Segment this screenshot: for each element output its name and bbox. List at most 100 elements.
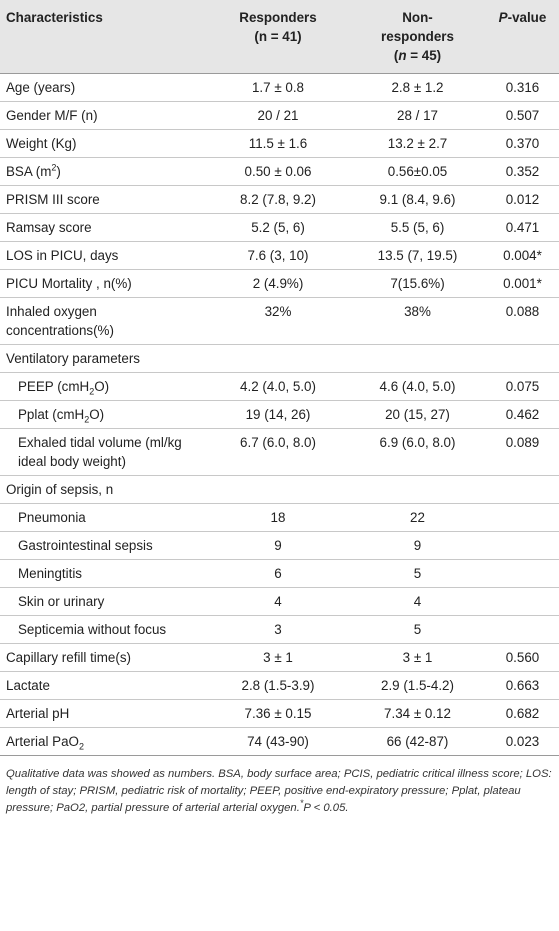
cell-nonresponders: 4.6 (4.0, 5.0)	[349, 372, 486, 401]
row-label-text: Arterial pH	[6, 706, 70, 721]
cell-responders: 4	[207, 587, 349, 616]
cell-responders: 5.2 (5, 6)	[207, 213, 349, 242]
row-label-text: Arterial PaO	[6, 734, 79, 749]
cell-pvalue	[486, 559, 559, 588]
table-row: Exhaled tidal volume (ml/kg ideal body w…	[0, 428, 559, 476]
header-characteristics: Characteristics	[0, 0, 207, 74]
row-label: PEEP (cmH2O)	[0, 372, 207, 401]
cell-nonresponders: 13.2 ± 2.7	[349, 129, 486, 158]
cell-responders: 1.7 ± 0.8	[207, 73, 349, 102]
row-label-text: Meningtitis	[18, 566, 83, 581]
cell-pvalue	[486, 503, 559, 532]
cell-responders: 8.2 (7.8, 9.2)	[207, 185, 349, 214]
table-row: Pneumonia 18 22	[0, 503, 559, 532]
cell-responders: 9	[207, 531, 349, 560]
cell-responders	[207, 344, 349, 373]
table-row: Meningtitis 6 5	[0, 559, 559, 588]
cell-nonresponders: 5	[349, 615, 486, 644]
row-label: PRISM III score	[0, 185, 207, 214]
cell-responders: 74 (43-90)	[207, 727, 349, 756]
cell-nonresponders: 5	[349, 559, 486, 588]
row-label-text: PRISM III score	[6, 192, 100, 207]
cell-pvalue	[486, 615, 559, 644]
table-row: Arterial PaO2 74 (43-90) 66 (42-87) 0.023	[0, 727, 559, 756]
table-row: PEEP (cmH2O) 4.2 (4.0, 5.0) 4.6 (4.0, 5.0)…	[0, 372, 559, 401]
cell-pvalue: 0.023	[486, 727, 559, 756]
cell-pvalue: 0.370	[486, 129, 559, 158]
cell-responders: 6.7 (6.0, 8.0)	[207, 428, 349, 476]
cell-pvalue: 0.471	[486, 213, 559, 242]
cell-responders: 2.8 (1.5-3.9)	[207, 671, 349, 700]
row-label: Lactate	[0, 671, 207, 700]
table-header: Characteristics Responders (n = 41) Non-…	[0, 0, 559, 74]
row-label-text: Inhaled oxygen concentrations(%)	[6, 304, 114, 338]
cell-nonresponders: 6.9 (6.0, 8.0)	[349, 428, 486, 476]
cell-pvalue: 0.012	[486, 185, 559, 214]
cell-pvalue: 0.004*	[486, 241, 559, 270]
row-label: Capillary refill time(s)	[0, 643, 207, 672]
cell-responders: 20 / 21	[207, 101, 349, 130]
row-label-text: PEEP (cmH	[18, 379, 90, 394]
header-nonresponders-n-value: = 45)	[406, 48, 442, 63]
header-nonresponders-label-2: responders	[381, 29, 454, 44]
row-label-text: Pneumonia	[18, 510, 86, 525]
row-label: Weight (Kg)	[0, 129, 207, 158]
table-footnote: Qualitative data was showed as numbers. …	[0, 756, 559, 817]
cell-pvalue: 0.663	[486, 671, 559, 700]
row-label: Skin or urinary	[0, 587, 207, 616]
footnote-tail: P < 0.05.	[303, 802, 349, 814]
header-pvalue: P-value	[486, 0, 559, 74]
row-label-text: PICU Mortality , n(%)	[6, 276, 132, 291]
cell-nonresponders: 0.56±0.05	[349, 157, 486, 186]
cell-pvalue	[486, 475, 559, 504]
cell-responders: 18	[207, 503, 349, 532]
row-label-text: BSA (m	[6, 164, 52, 179]
table-body: Age (years) 1.7 ± 0.8 2.8 ± 1.2 0.316 Gender…	[0, 73, 559, 756]
row-label: Arterial pH	[0, 699, 207, 728]
row-label-sub: 2	[78, 741, 84, 752]
cell-nonresponders: 22	[349, 503, 486, 532]
table-row: Age (years) 1.7 ± 0.8 2.8 ± 1.2 0.316	[0, 73, 559, 102]
table-row: PICU Mortality , n(%) 2 (4.9%) 7(15.6%) 0.0…	[0, 269, 559, 298]
row-label: Gender M/F (n)	[0, 101, 207, 130]
cell-responders: 7.6 (3, 10)	[207, 241, 349, 270]
table-row: BSA (m2) 0.50 ± 0.06 0.56±0.05 0.352	[0, 157, 559, 186]
cell-nonresponders: 7.34 ± 0.12	[349, 699, 486, 728]
cell-nonresponders: 66 (42-87)	[349, 727, 486, 756]
header-responders-label: Responders	[239, 10, 317, 25]
header-nonresponders-n-symbol: n	[398, 48, 407, 63]
cell-nonresponders: 7(15.6%)	[349, 269, 486, 298]
cell-nonresponders	[349, 475, 486, 504]
cell-pvalue: 0.001*	[486, 269, 559, 298]
cell-responders: 11.5 ± 1.6	[207, 129, 349, 158]
footnote-sup: *	[299, 798, 304, 809]
row-label: Ventilatory parameters	[0, 344, 207, 373]
row-label: Inhaled oxygen concentrations(%)	[0, 297, 207, 345]
row-label: Arterial PaO2	[0, 727, 207, 756]
row-label-text: Pplat (cmH	[18, 407, 85, 422]
table-row: Ramsay score 5.2 (5, 6) 5.5 (5, 6) 0.471	[0, 213, 559, 242]
cell-responders: 7.36 ± 0.15	[207, 699, 349, 728]
header-nonresponders-label-1: Non-	[402, 10, 433, 25]
cell-nonresponders: 2.8 ± 1.2	[349, 73, 486, 102]
cell-nonresponders: 38%	[349, 297, 486, 345]
header-characteristics-label: Characteristics	[6, 10, 103, 25]
row-label-text: Ventilatory parameters	[6, 351, 140, 366]
cell-responders: 3 ± 1	[207, 643, 349, 672]
cell-nonresponders: 20 (15, 27)	[349, 400, 486, 429]
row-label-sub: 2	[84, 414, 90, 425]
cell-nonresponders	[349, 344, 486, 373]
table-row: Pplat (cmH2O) 19 (14, 26) 20 (15, 27) 0.462	[0, 400, 559, 429]
row-label-text: Gender M/F (n)	[6, 108, 98, 123]
row-label: Pneumonia	[0, 503, 207, 532]
row-label-text: Lactate	[6, 678, 50, 693]
row-label: Meningtitis	[0, 559, 207, 588]
table-container: Characteristics Responders (n = 41) Non-…	[0, 0, 559, 817]
row-label-text: Exhaled tidal volume (ml/kg ideal body w…	[18, 435, 182, 469]
cell-pvalue: 0.507	[486, 101, 559, 130]
cell-nonresponders: 4	[349, 587, 486, 616]
row-label-text: Weight (Kg)	[6, 136, 77, 151]
table-row: LOS in PICU, days 7.6 (3, 10) 13.5 (7, 19.…	[0, 241, 559, 270]
header-nonresponders: Non- responders (n = 45)	[349, 0, 486, 74]
cell-responders	[207, 475, 349, 504]
